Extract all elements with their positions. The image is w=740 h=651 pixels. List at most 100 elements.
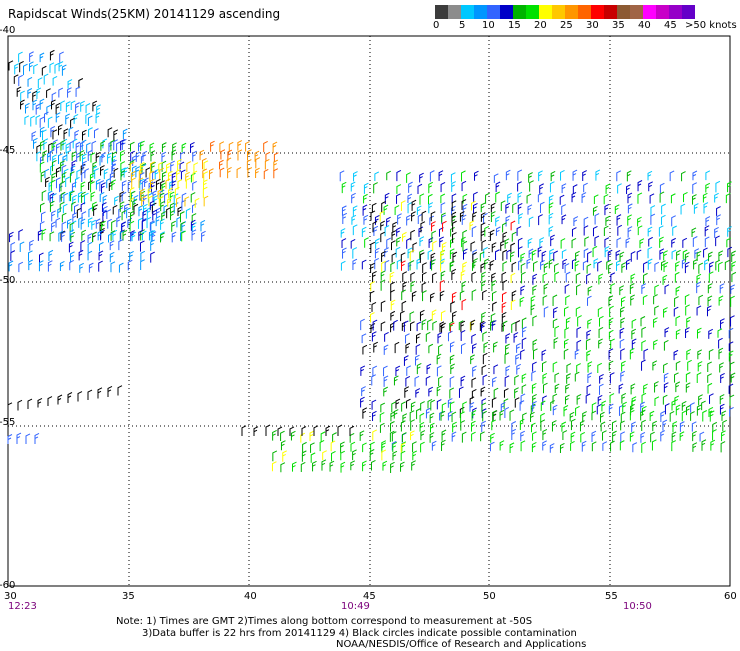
wind-barb	[79, 141, 85, 153]
wind-barb	[581, 192, 587, 203]
wind-barb	[440, 260, 445, 272]
wind-barb	[621, 360, 626, 372]
wind-barb	[510, 242, 516, 253]
wind-barb	[106, 177, 111, 189]
wind-barb	[35, 103, 41, 115]
wind-barb	[627, 226, 633, 238]
wind-barb	[25, 433, 31, 444]
wind-barb	[571, 192, 577, 203]
wind-barb	[602, 430, 607, 441]
wind-barb	[70, 190, 75, 202]
wind-barb	[138, 205, 144, 217]
wind-barb	[405, 333, 410, 344]
wind-barb	[192, 203, 197, 213]
wind-barb	[460, 411, 465, 423]
wind-barb	[575, 306, 581, 317]
wind-barb	[36, 144, 42, 154]
wind-barb	[86, 142, 91, 153]
wind-barb	[370, 241, 376, 253]
wind-barb	[654, 381, 659, 393]
wind-barb	[400, 200, 406, 211]
wind-barb	[661, 203, 666, 215]
wind-barb	[58, 124, 63, 136]
wind-barb	[393, 409, 399, 419]
wind-barb	[731, 250, 736, 263]
wind-barb	[654, 284, 660, 295]
wind-barb	[400, 461, 405, 472]
wind-barb	[460, 375, 466, 387]
wind-barb	[373, 225, 379, 236]
wind-barb	[571, 227, 577, 237]
wind-barb	[480, 212, 486, 222]
wind-barb	[141, 219, 147, 231]
wind-barb	[684, 294, 690, 305]
wind-barb	[101, 220, 106, 231]
wind-barb	[339, 170, 345, 182]
wind-barb	[396, 193, 401, 204]
wind-barb	[186, 161, 192, 173]
wind-barb	[730, 284, 736, 294]
wind-barb	[246, 159, 252, 170]
colorbar-swatch	[435, 5, 448, 19]
wind-barb	[372, 410, 377, 421]
wind-barb	[76, 169, 82, 180]
wind-barb	[583, 225, 589, 236]
wind-barb	[480, 230, 486, 242]
wind-barb	[127, 259, 133, 271]
wind-barb	[626, 258, 631, 270]
wind-barb	[396, 236, 401, 247]
wind-barb	[690, 411, 695, 421]
wind-barb	[654, 261, 660, 272]
wind-barb	[55, 177, 61, 189]
wind-barb	[412, 441, 417, 453]
wind-barb	[58, 230, 64, 242]
wind-barb	[531, 382, 537, 394]
wind-barb	[383, 386, 388, 397]
wind-barb	[403, 320, 409, 332]
wind-barb	[265, 151, 271, 162]
wind-barb	[491, 419, 497, 431]
lon-label: 30	[4, 591, 17, 602]
wind-barb	[548, 258, 554, 269]
wind-barb	[417, 183, 423, 194]
wind-barb	[100, 165, 105, 176]
wind-barb	[648, 236, 653, 247]
wind-barb	[614, 204, 620, 214]
credit-line: NOAA/NESDIS/Office of Research and Appli…	[336, 639, 587, 650]
wind-barb	[532, 339, 538, 351]
wind-barb	[450, 172, 456, 183]
wind-barb	[462, 193, 468, 204]
colorbar-swatch	[565, 5, 578, 19]
wind-barb	[42, 129, 47, 141]
wind-barb	[160, 180, 165, 191]
wind-barb	[407, 193, 413, 204]
wind-barb	[107, 127, 113, 138]
wind-barb	[110, 261, 116, 273]
wind-barb	[452, 310, 457, 323]
wind-barb	[112, 204, 118, 215]
wind-barb	[380, 321, 386, 332]
wind-barb	[150, 239, 155, 251]
wind-barb	[672, 421, 678, 433]
wind-barb	[429, 170, 435, 182]
wind-barb	[161, 211, 166, 221]
wind-barb	[160, 218, 165, 230]
wind-barb	[473, 191, 478, 203]
wind-barb	[720, 318, 725, 329]
wind-barb	[427, 319, 432, 331]
wind-barb	[709, 393, 714, 404]
wind-barb	[90, 152, 96, 163]
wind-barb	[606, 259, 611, 270]
wind-barb	[647, 170, 653, 181]
wind-barb	[580, 431, 586, 443]
wind-barb	[67, 218, 72, 229]
wind-barb	[141, 195, 146, 207]
wind-barb	[61, 164, 67, 177]
wind-barb	[149, 220, 155, 231]
wind-barb	[47, 151, 52, 163]
wind-barb	[59, 201, 65, 212]
wind-barb	[69, 259, 74, 271]
wind-barb	[58, 87, 64, 98]
wind-barb	[539, 183, 544, 194]
wind-barb	[191, 229, 197, 241]
